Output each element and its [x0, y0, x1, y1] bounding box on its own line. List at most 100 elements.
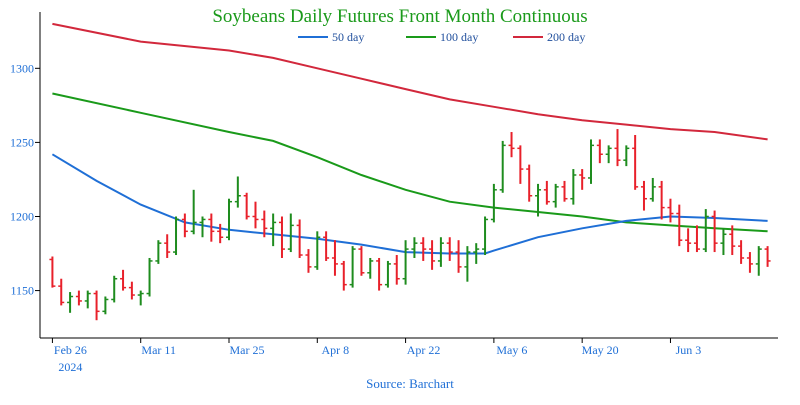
ohlc-bar: [190, 189, 197, 235]
legend: 50 day 100 day 200 day: [298, 30, 585, 44]
ohlc-bar: [287, 213, 294, 253]
ohlc-bar: [181, 213, 188, 238]
ohlc-bar: [323, 231, 330, 261]
ohlc-bar: [340, 260, 347, 291]
ohlc-bar: [632, 134, 639, 190]
ohlc-bar: [411, 237, 418, 258]
axes: 1150 1200 1250 1300 Feb 26 2024 Mar 11 Mar 25 Ap…: [10, 12, 778, 374]
ohlc-bar: [535, 183, 542, 217]
ohlc-bar: [464, 246, 471, 282]
ohlc-bar: [164, 234, 171, 258]
ohlc-bar: [305, 249, 312, 273]
ohlc-bar: [314, 231, 321, 270]
ohlc-bar: [729, 225, 736, 256]
ohlc-bar: [623, 145, 630, 167]
ohlc-bar: [243, 192, 250, 220]
ohlc-bar: [199, 216, 206, 238]
ohlc-bar: [217, 223, 224, 244]
ohlc-bar: [384, 260, 391, 288]
ma200-line: [52, 22, 768, 141]
ohlc-bar: [367, 257, 374, 279]
ohlc-bar: [261, 210, 268, 238]
legend-label-0: 50 day: [332, 30, 364, 44]
ohlc-bar: [49, 256, 56, 288]
y-tick-label: 1150: [10, 284, 34, 298]
legend-label-1: 100 day: [440, 30, 478, 44]
ohlc-bar: [270, 213, 277, 247]
ohlc-bar: [552, 183, 559, 208]
ohlc-bar: [331, 240, 338, 276]
ohlc-bar: [579, 169, 586, 190]
ohlc-bar: [605, 145, 612, 164]
ohlc-bar: [508, 132, 515, 158]
x-tick-label: Apr 8: [321, 343, 349, 357]
ma100-line: [52, 92, 768, 233]
ohlc-bar: [393, 255, 400, 285]
ohlc-bar: [561, 180, 568, 202]
ohlc-bar: [226, 198, 232, 241]
ohlc-bar: [473, 243, 480, 264]
y-tick-label: 1250: [10, 135, 34, 149]
ohlc-bar: [93, 290, 100, 321]
source-label: Source: Barchart: [366, 376, 454, 391]
ohlc-bar: [155, 240, 162, 264]
ohlc-bar: [667, 198, 674, 223]
ohlc-bar: [720, 228, 727, 256]
x-tick-label: Apr 22: [407, 343, 441, 357]
ohlc-bar: [658, 180, 665, 220]
ohlc-bar: [738, 240, 745, 264]
ohlc-bar: [764, 246, 771, 267]
ohlc-bar: [84, 290, 91, 309]
ohlc-bar: [128, 281, 135, 300]
ohlc-bar: [685, 228, 692, 253]
ohlc-bar: [173, 216, 180, 256]
ohlc-bar: [278, 216, 285, 258]
x-tick-label: May 20: [582, 343, 619, 357]
ohlc-bars: [49, 129, 771, 321]
y-tick-label: 1200: [10, 209, 34, 223]
ohlc-bar: [102, 296, 109, 315]
x-tick-label: Feb 26: [54, 343, 87, 357]
ohlc-bar: [676, 204, 683, 247]
ohlc-bar: [746, 252, 753, 273]
x-tick-label: Jun 3: [676, 343, 702, 357]
ohlc-bar: [640, 180, 647, 211]
x-tick-label: Mar 11: [141, 343, 176, 357]
x-tick-label: Mar 25: [230, 343, 265, 357]
ohlc-bar: [614, 129, 621, 167]
ohlc-bar: [517, 145, 524, 184]
ohlc-bar: [349, 246, 356, 288]
ma50-line: [51, 153, 768, 255]
ohlc-bar: [75, 290, 82, 306]
ohlc-bar: [208, 213, 215, 242]
chart-title: Soybeans Daily Futures Front Month Conti…: [212, 6, 587, 27]
ohlc-bar: [702, 209, 709, 253]
ohlc-bar: [526, 164, 533, 202]
ohlc-bar: [67, 292, 74, 313]
ohlc-bar: [137, 290, 144, 306]
ohlc-bar: [420, 237, 427, 261]
ohlc-bar: [376, 257, 383, 291]
ohlc-bar: [596, 139, 603, 164]
y-tick-label: 1300: [10, 61, 34, 75]
ohlc-bar: [358, 246, 365, 276]
ohlc-bar: [490, 183, 497, 223]
ohlc-bar: [234, 176, 241, 208]
ohlc-bar: [588, 139, 594, 184]
ohlc-bar: [429, 240, 436, 270]
ohlc-bar: [543, 180, 550, 205]
ohlc-bar: [111, 275, 118, 303]
ohlc-bar: [693, 225, 700, 253]
x-tick-label: May 6: [496, 343, 527, 357]
ohlc-bar: [570, 169, 577, 205]
ohlc-bar: [120, 269, 127, 291]
x-tick-sublabel: 2024: [58, 360, 82, 374]
ohlc-bar: [755, 246, 762, 276]
ohlc-bar: [146, 257, 153, 297]
ohlc-bar: [711, 210, 718, 253]
ohlc-bar: [649, 177, 656, 202]
ohlc-bar: [446, 237, 453, 261]
ohlc-bar: [252, 201, 259, 229]
